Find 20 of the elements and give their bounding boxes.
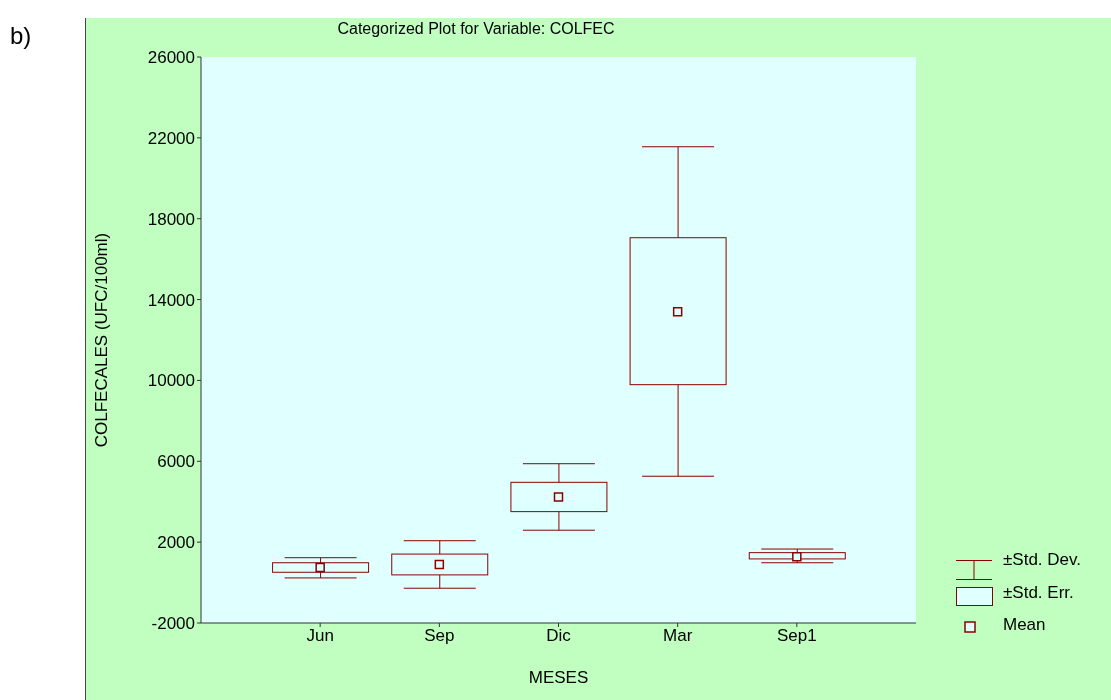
y-tick-label: 14000 [147,290,195,310]
y-tick-label: 18000 [147,209,195,229]
x-tick-label: Mar [663,626,693,646]
x-tick-label: Dic [546,626,572,646]
y-axis-title: COLFECALES (UFC/100ml) [92,232,112,448]
chart-title: Categorized Plot for Variable: COLFEC [336,20,616,38]
x-axis-title: MESES [528,668,589,687]
y-tick-label: 26000 [147,48,195,68]
y-tick-label: 10000 [147,371,195,391]
y-tick-label: 22000 [147,128,195,148]
x-tick-label: Jun [306,626,334,646]
text: ±Std. Dev. [1003,550,1081,570]
text: b) [10,22,32,50]
text: Mean [1003,615,1046,635]
y-tick-label: -2000 [151,614,195,634]
y-tick-label: 6000 [157,452,195,472]
y-tick-label: 2000 [157,533,195,553]
x-tick-label: Sep1 [776,626,817,646]
x-tick-label: Sep [424,626,455,646]
text: ±Std. Err. [1003,583,1074,603]
